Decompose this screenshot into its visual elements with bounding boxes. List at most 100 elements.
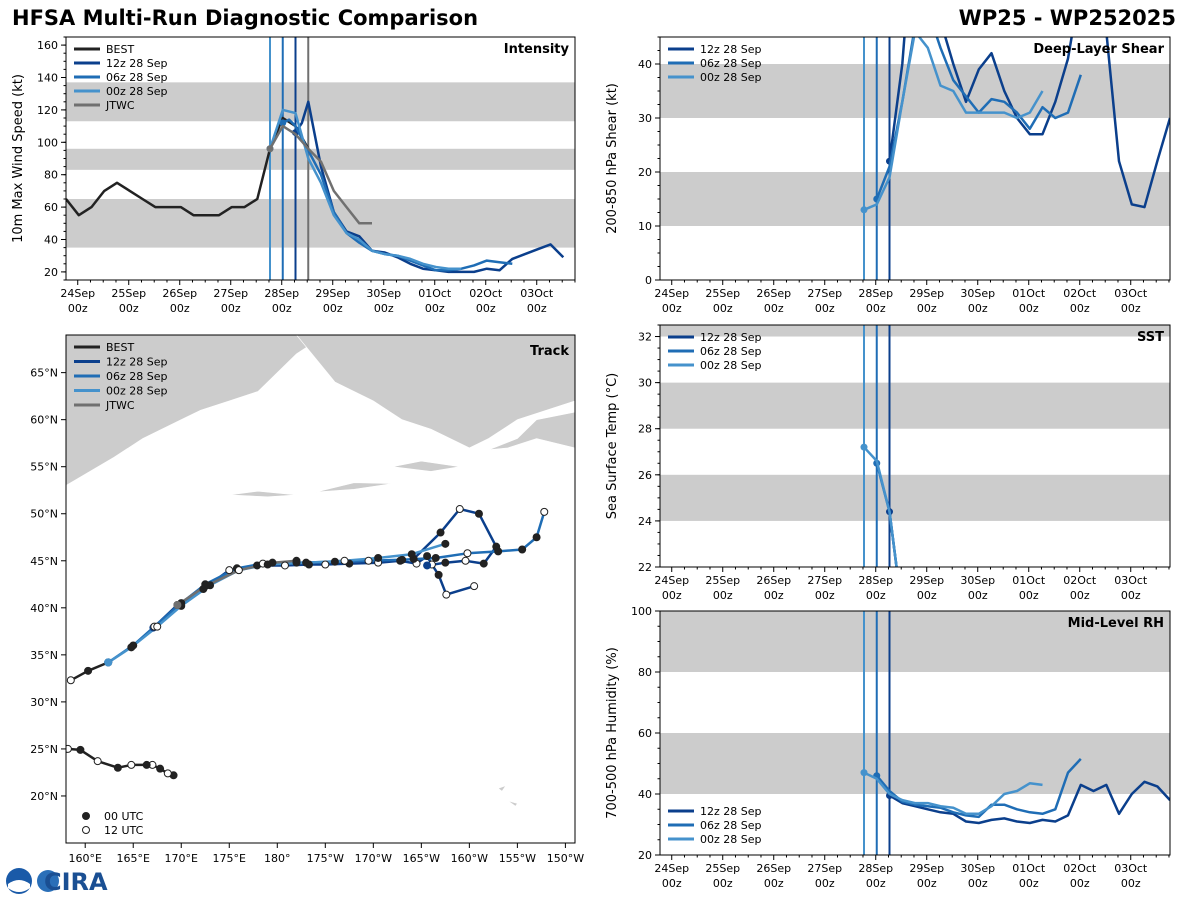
plot-area (660, 611, 1170, 855)
y-tick-label: 100 (37, 136, 58, 149)
x-tick-sublabel: 00z (764, 302, 784, 315)
y-tick-label: 24 (638, 515, 652, 528)
legend-label: 06z 28 Sep (700, 57, 762, 70)
y-tick-label: 140 (37, 72, 58, 85)
cira-logo-text: CIRA (44, 868, 108, 896)
x-tick-label: 29Sep (909, 574, 944, 587)
legend-label: 00z 28 Sep (106, 85, 168, 98)
track-start-point (423, 561, 432, 570)
series-line-jtwc (268, 124, 372, 225)
shaded-band (660, 733, 1170, 794)
track-point-12utc (153, 622, 162, 631)
panel-intensity: 20 40 60 80 100 120 140 160 24Sep 00z 25Sep 00z 26Se… (11, 36, 576, 315)
land-mass (66, 335, 326, 486)
x-tick-sublabel: 00z (1070, 302, 1090, 315)
x-tick-sublabel: 00z (1121, 302, 1141, 315)
map-area (66, 335, 575, 807)
x-tick-label: 24Sep (654, 574, 689, 587)
y-tick-label: 40°N (30, 602, 58, 615)
plot-area (660, 325, 1170, 567)
y-axis-label: 10m Max Wind Speed (kt) (11, 74, 26, 243)
panel-rh: 20 40 60 80 100 24Sep 00z 25Sep 00z 26Sep 00z 27Sep… (605, 605, 1171, 890)
track-point-12utc (321, 560, 330, 569)
panel-shear: 0 10 20 30 40 24Sep 00z 25Sep 00z 26Sep 00z 27Sep 00… (605, 36, 1171, 315)
track-point-00utc (330, 557, 339, 566)
legend-label: 00z 28 Sep (700, 71, 762, 84)
track-point-12utc (340, 556, 349, 565)
x-tick-sublabel: 00z (1019, 589, 1039, 602)
plot-frame (65, 334, 576, 844)
x-tick-label: 26Sep (756, 287, 791, 300)
x-tick-sublabel: 00z (323, 302, 343, 315)
x-tick-sublabel: 00z (1121, 877, 1141, 890)
x-tick-label: 28Sep (858, 287, 893, 300)
x-tick-label: 28Sep (264, 287, 299, 300)
y-tick-label: 20 (44, 266, 58, 279)
series-line-run12 (888, 780, 1170, 825)
x-tick-sublabel: 00z (68, 302, 88, 315)
land-mass (488, 411, 575, 451)
legend-label: 12z 28 Sep (106, 356, 168, 369)
x-tick-sublabel: 00z (1070, 877, 1090, 890)
x-tick-label: 29Sep (315, 287, 350, 300)
shaded-band (660, 382, 1170, 429)
y-tick-label: 30 (638, 112, 652, 125)
series-start-point (860, 206, 868, 214)
plot-frame (659, 324, 1171, 568)
track-point-00utc (434, 570, 443, 579)
y-tick-label: 60 (44, 201, 58, 214)
shaded-band (660, 611, 1170, 672)
y-tick-label: 55°N (30, 461, 58, 474)
x-tick-sublabel: 00z (917, 302, 937, 315)
x-tick-label: 28Sep (858, 862, 893, 875)
legend-label: 00z 28 Sep (700, 833, 762, 846)
x-tick-label: 30Sep (960, 574, 995, 587)
track-point-00utc (201, 582, 210, 591)
y-tick-label: 0 (645, 274, 652, 287)
y-axis-label: Sea Surface Temp (°C) (605, 373, 620, 520)
legend-label: JTWC (105, 99, 135, 112)
legend-label: 06z 28 Sep (700, 345, 762, 358)
x-tick-label: 165°E (116, 852, 149, 865)
track-point-12utc (455, 505, 464, 514)
land-mass (229, 490, 297, 498)
marker-legend-label: 00 UTC (104, 810, 144, 823)
legend-label: 12z 28 Sep (106, 57, 168, 70)
y-tick-label: 40 (638, 788, 652, 801)
y-tick-label: 22 (638, 561, 652, 574)
x-tick-label: 30Sep (960, 862, 995, 875)
track-point-00utc (84, 666, 93, 675)
series-line-run00 (268, 108, 462, 270)
x-tick-label: 30Sep (366, 287, 401, 300)
track-point-00utc (441, 558, 450, 567)
series-line-run00 (863, 771, 1043, 816)
series-line-best (66, 116, 310, 217)
shaded-band (660, 64, 1170, 118)
y-axis-label: 700-500 hPa Humidity (%) (605, 647, 620, 819)
track-point-12utc (163, 769, 172, 778)
x-tick-sublabel: 00z (815, 302, 835, 315)
legend-label: 12z 28 Sep (700, 331, 762, 344)
x-tick-label: 29Sep (909, 862, 944, 875)
y-tick-label: 26 (638, 469, 652, 482)
land-mass (392, 460, 460, 472)
x-tick-label: 03Oct (1114, 574, 1148, 587)
x-tick-label: 01Oct (418, 287, 452, 300)
series-start-point (860, 443, 868, 451)
marker-legend-label: 12 UTC (104, 824, 144, 837)
land-mass (507, 800, 518, 807)
y-tick-label: 100 (631, 605, 652, 618)
y-tick-label: 45°N (30, 555, 58, 568)
track-point-00utc (436, 528, 445, 537)
y-tick-label: 30°N (30, 696, 58, 709)
y-tick-label: 28 (638, 423, 652, 436)
shaded-band (66, 199, 575, 248)
x-tick-sublabel: 00z (476, 302, 496, 315)
legend-label: 06z 28 Sep (700, 819, 762, 832)
x-tick-label: 27Sep (807, 574, 842, 587)
